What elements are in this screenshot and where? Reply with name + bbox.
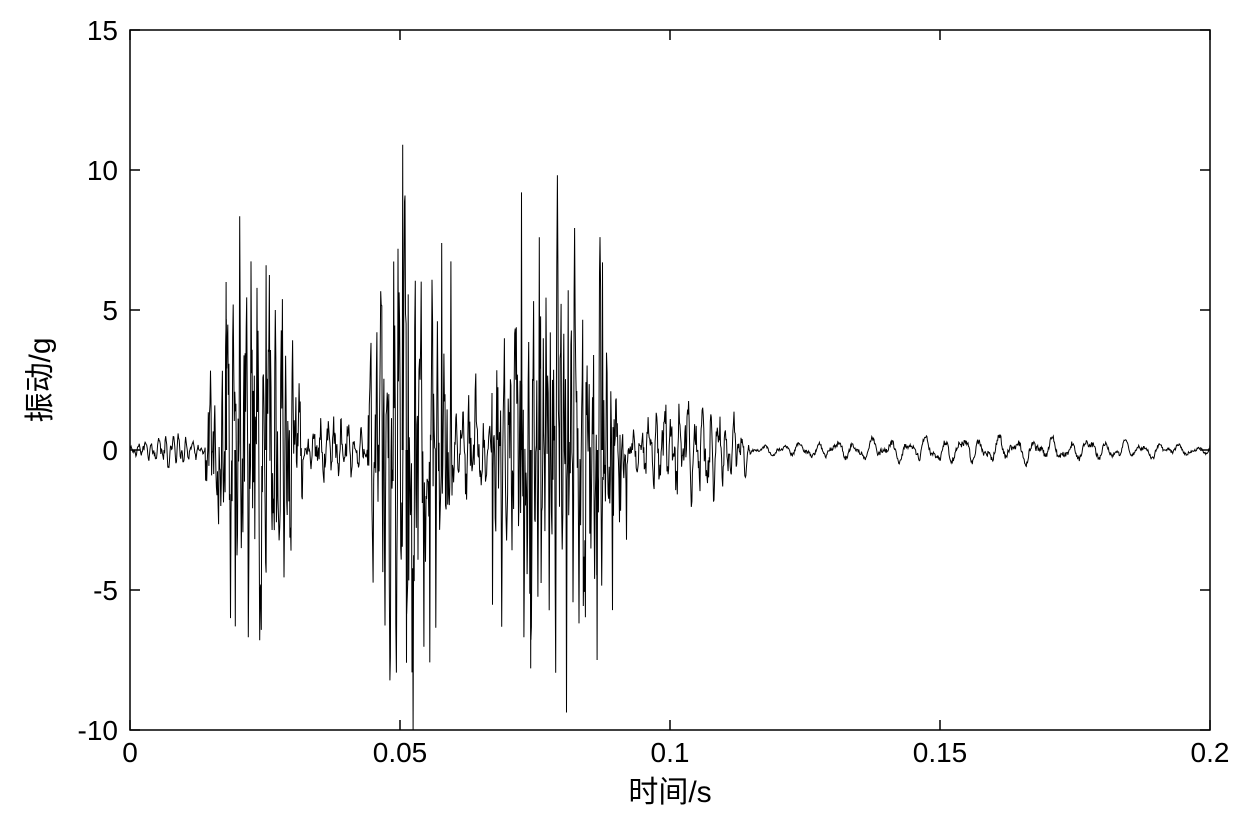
y-tick-label: -10 — [78, 715, 118, 746]
x-tick-label: 0.05 — [373, 737, 428, 768]
y-tick-label: 0 — [102, 435, 118, 466]
vibration-chart: 0 0.05 0.1 0.15 0.2 -10 -5 0 5 10 15 时间/s 振动/g — [0, 0, 1240, 823]
y-tick-label: 15 — [87, 15, 118, 46]
x-tick-label: 0 — [122, 737, 138, 768]
chart-svg: 0 0.05 0.1 0.15 0.2 -10 -5 0 5 10 15 时间/s 振动/g — [0, 0, 1240, 823]
x-tick-label: 0.2 — [1191, 737, 1230, 768]
x-axis-label: 时间/s — [628, 776, 711, 809]
x-tick-label: 0.1 — [651, 737, 690, 768]
y-tick-label: -5 — [93, 575, 118, 606]
y-tick-label: 5 — [102, 295, 118, 326]
y-axis-label: 振动/g — [24, 337, 57, 422]
y-tick-label: 10 — [87, 155, 118, 186]
x-tick-label: 0.15 — [913, 737, 968, 768]
vibration-signal — [130, 175, 1210, 730]
